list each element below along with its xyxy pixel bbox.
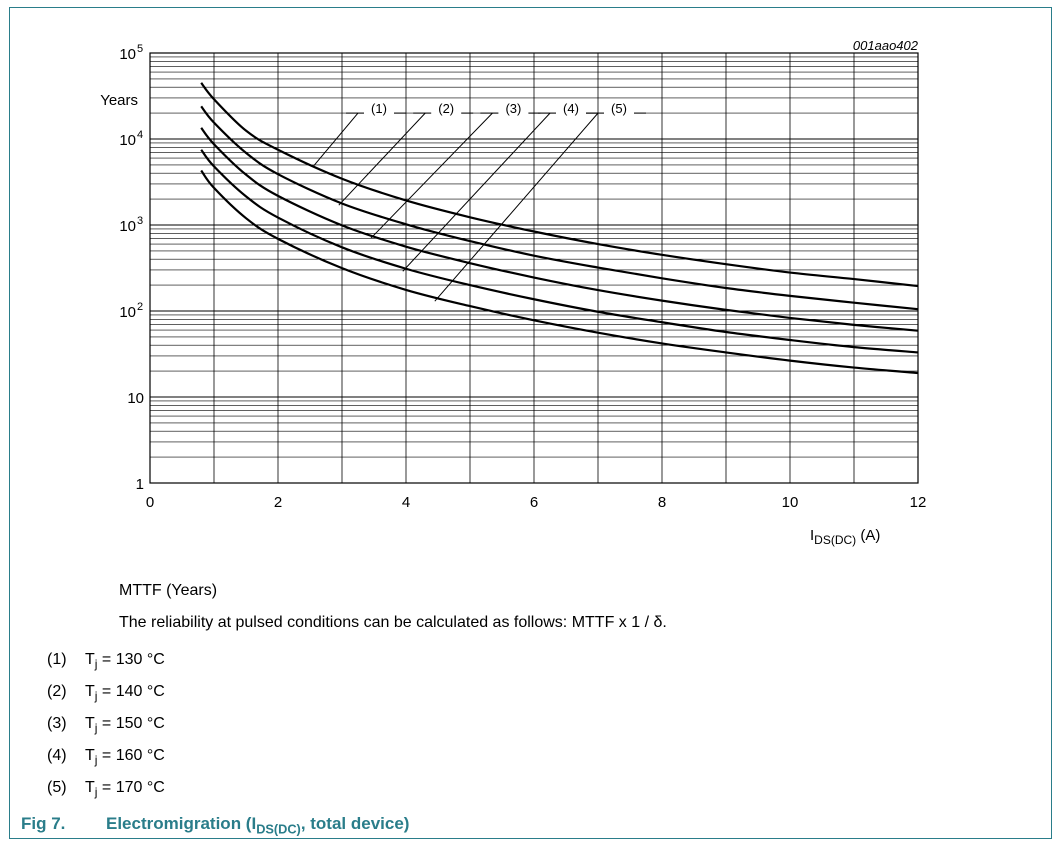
callout-leader [312, 112, 359, 167]
x-tick-label: 4 [402, 494, 410, 511]
x-tick-label: 8 [658, 494, 666, 511]
x-tick-label: 0 [146, 494, 154, 511]
legend-symbol: T [85, 715, 95, 732]
callout-label-bg [364, 102, 394, 117]
figure-frame: (1) (2) (3) (4) (5) 0 2 4 6 8 10 12 1 10 10 2 10 3 10 4 10 5 Y… [9, 7, 1052, 839]
legend-symbol: T [85, 683, 95, 700]
legend-subscript: j [94, 689, 98, 704]
legend-value: = 160 °C [97, 747, 165, 764]
legend-number: (1) [47, 651, 67, 668]
callout-label-bg [556, 102, 586, 117]
y-tick-exponent: 5 [137, 43, 143, 55]
callout-leader [434, 112, 599, 302]
legend-item: (2) Tj = 140 °C [47, 683, 165, 703]
legend-item: (4) Tj = 160 °C [47, 747, 165, 767]
caption-title-sub: DS(DC) [256, 821, 301, 837]
y-tick-exponent: 4 [137, 129, 143, 141]
callout-leader [402, 112, 551, 272]
x-axis-label: IDS(DC) (A) [810, 527, 880, 547]
x-tick-label: 6 [530, 494, 538, 511]
legend-symbol: T [85, 747, 95, 764]
series-curve [200, 105, 919, 311]
x-tick-label: 10 [782, 494, 799, 511]
series-curve [200, 169, 919, 375]
callout-label: (2) [438, 101, 454, 116]
plot-border [149, 52, 919, 484]
callout-label: (3) [505, 101, 521, 116]
legend-number: (3) [47, 715, 67, 732]
callout-label-bg [604, 102, 634, 117]
y-axis-unit-label: Years [100, 92, 138, 109]
series-curve [200, 149, 919, 354]
mttf-note: MTTF (Years) [119, 582, 218, 599]
legend-number: (2) [47, 683, 67, 700]
callout-leader [370, 112, 493, 239]
legend-number: (4) [47, 747, 67, 764]
y-tick-label: 1 [136, 476, 144, 493]
y-tick-label: 10 [119, 304, 136, 321]
legend-subscript: j [94, 721, 98, 736]
callout-label: (5) [611, 101, 627, 116]
callout-label-bg [498, 102, 529, 117]
y-tick-label: 10 [127, 390, 144, 407]
y-tick-exponent: 3 [137, 215, 143, 227]
y-tick-label: 10 [119, 218, 136, 235]
callout-label-bg [431, 102, 462, 117]
series-curve [200, 127, 919, 332]
chart-id-label: 001aao402 [853, 38, 919, 53]
callout-leader [338, 112, 426, 206]
legend-symbol: T [85, 779, 95, 796]
legend-value: = 130 °C [97, 651, 165, 668]
pulsed-note: The reliability at pulsed conditions can… [119, 614, 667, 631]
legend-item: (5) Tj = 170 °C [47, 779, 165, 799]
figure-number: Fig 7. [21, 814, 66, 833]
legend-symbol: T [85, 651, 95, 668]
legend-number: (5) [47, 779, 67, 796]
callout-label: (1) [371, 101, 387, 116]
y-tick-label: 10 [119, 132, 136, 149]
x-tick-label: 2 [274, 494, 282, 511]
figure-caption: Fig 7. Electromigration (IDS(DC), total d… [21, 814, 409, 836]
legend-subscript: j [94, 753, 98, 768]
caption-title-pre: Electromigration (I [106, 814, 257, 833]
y-tick-exponent: 2 [137, 301, 143, 313]
legend-value: = 150 °C [97, 715, 165, 732]
legend-subscript: j [94, 785, 98, 800]
callout-label: (4) [563, 101, 579, 116]
legend-item: (3) Tj = 150 °C [47, 715, 165, 735]
legend-value: = 140 °C [97, 683, 165, 700]
y-tick-label: 10 [119, 46, 136, 63]
caption-title-post: , total device) [300, 814, 410, 833]
legend-item: (1) Tj = 130 °C [47, 651, 165, 671]
series-curve [200, 82, 919, 288]
x-tick-label: 12 [910, 494, 927, 511]
legend-subscript: j [94, 657, 98, 672]
legend-value: = 170 °C [97, 779, 165, 796]
